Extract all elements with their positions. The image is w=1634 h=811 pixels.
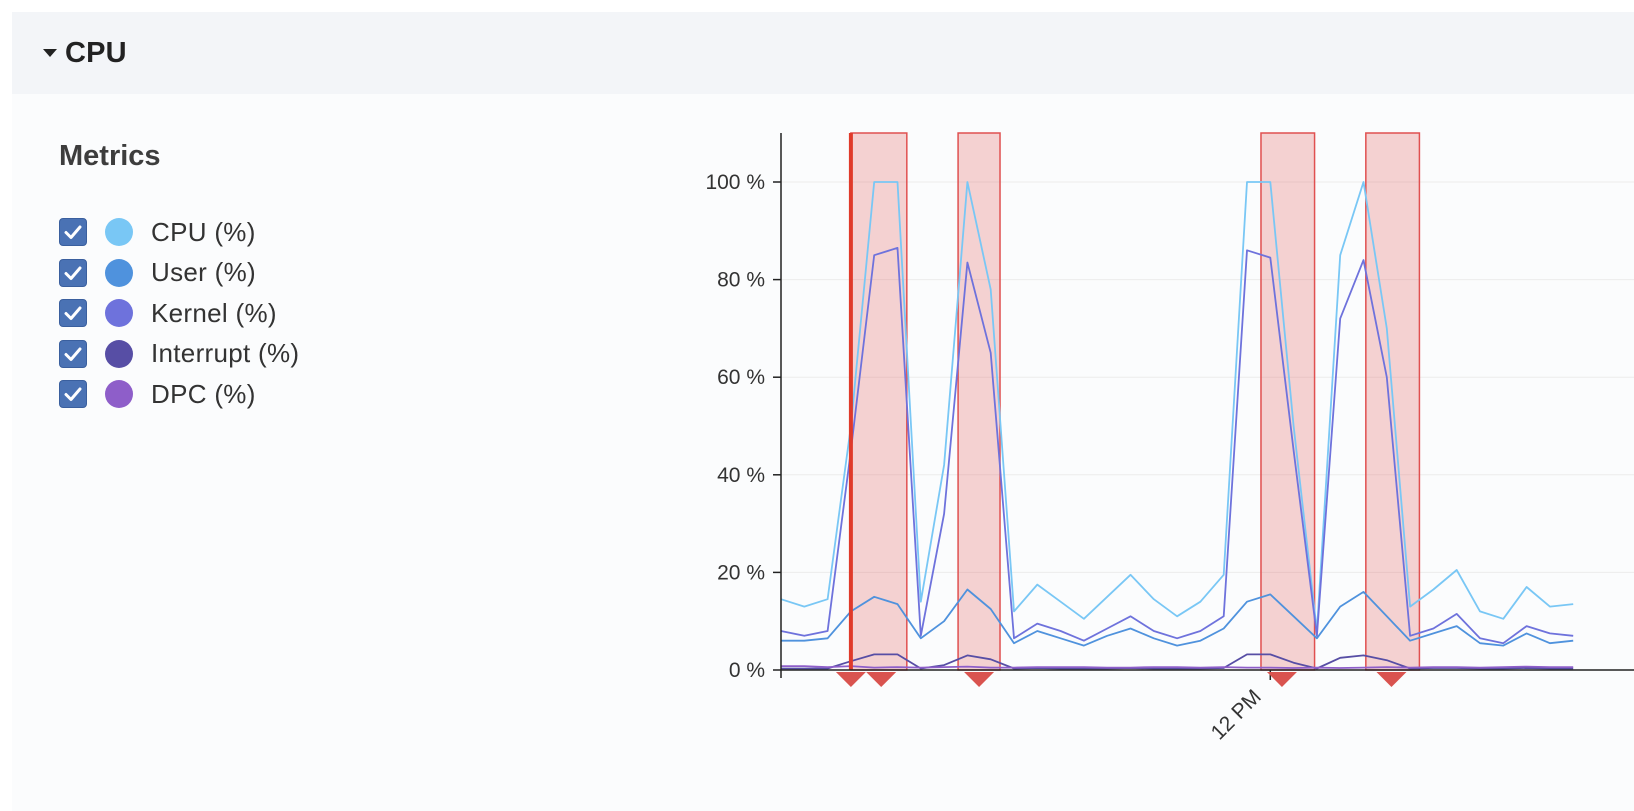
y-tick-label: 80 % (717, 269, 765, 292)
alert-marker-icon[interactable] (964, 672, 995, 687)
legend-label: CPU (%) (151, 216, 256, 247)
legend-color-dot (105, 299, 133, 328)
legend-label: DPC (%) (151, 378, 256, 409)
series-line (781, 588, 1574, 647)
legend-checkbox[interactable] (59, 380, 87, 409)
legend-color-dot (105, 258, 133, 287)
panel-header[interactable]: CPU (12, 12, 1634, 94)
legend-label: Kernel (%) (151, 297, 277, 328)
alert-highlight-band (850, 132, 908, 671)
checkmark-icon (64, 387, 82, 402)
alert-highlight-band (957, 132, 1001, 671)
y-tick-label: 60 % (717, 366, 765, 389)
checkmark-icon (64, 347, 82, 361)
panel-title: CPU (65, 36, 127, 69)
legend-checkbox[interactable] (59, 218, 87, 247)
legend-color-dot (105, 218, 133, 247)
legend-label: User (%) (151, 257, 256, 288)
y-tick-label: 40 % (717, 464, 765, 487)
legend-item[interactable]: Interrupt (%) (59, 334, 299, 375)
legend-item[interactable]: User (%) (59, 253, 299, 294)
legend-checkbox[interactable] (59, 339, 87, 368)
legend-item[interactable]: DPC (%) (59, 374, 299, 415)
y-tick-label: 20 % (717, 561, 765, 584)
alert-marker-icon[interactable] (1266, 672, 1297, 687)
y-tick-label: 0 % (729, 659, 765, 682)
x-tick-label: 12 PM (1207, 685, 1266, 744)
legend-color-dot (105, 339, 133, 368)
legend-checkbox[interactable] (59, 258, 87, 287)
legend-checkbox[interactable] (59, 299, 87, 328)
legend-color-dot (105, 380, 133, 409)
checkmark-icon (64, 306, 82, 321)
legend-label: Interrupt (%) (151, 338, 300, 369)
caret-down-icon[interactable] (43, 49, 57, 57)
metrics-title: Metrics (59, 140, 161, 172)
alert-marker-icon[interactable] (835, 672, 866, 687)
alert-marker-icon[interactable] (1376, 672, 1407, 687)
cpu-panel: CPU Metrics CPU (%) User (%) Kernel (%) Int… (12, 12, 1634, 811)
checkmark-icon (64, 225, 82, 240)
series-line (781, 653, 1574, 670)
series-line (780, 246, 1574, 645)
series-line (781, 665, 1574, 669)
legend-item[interactable]: CPU (%) (59, 212, 299, 253)
legend-item[interactable]: Kernel (%) (59, 293, 299, 334)
series-line (780, 181, 1574, 632)
checkmark-icon (64, 266, 82, 280)
alert-marker-icon[interactable] (866, 672, 897, 687)
metrics-legend: CPU (%) User (%) Kernel (%) Interrupt (%) DP… (59, 212, 299, 415)
y-tick-label: 100 % (705, 171, 765, 194)
